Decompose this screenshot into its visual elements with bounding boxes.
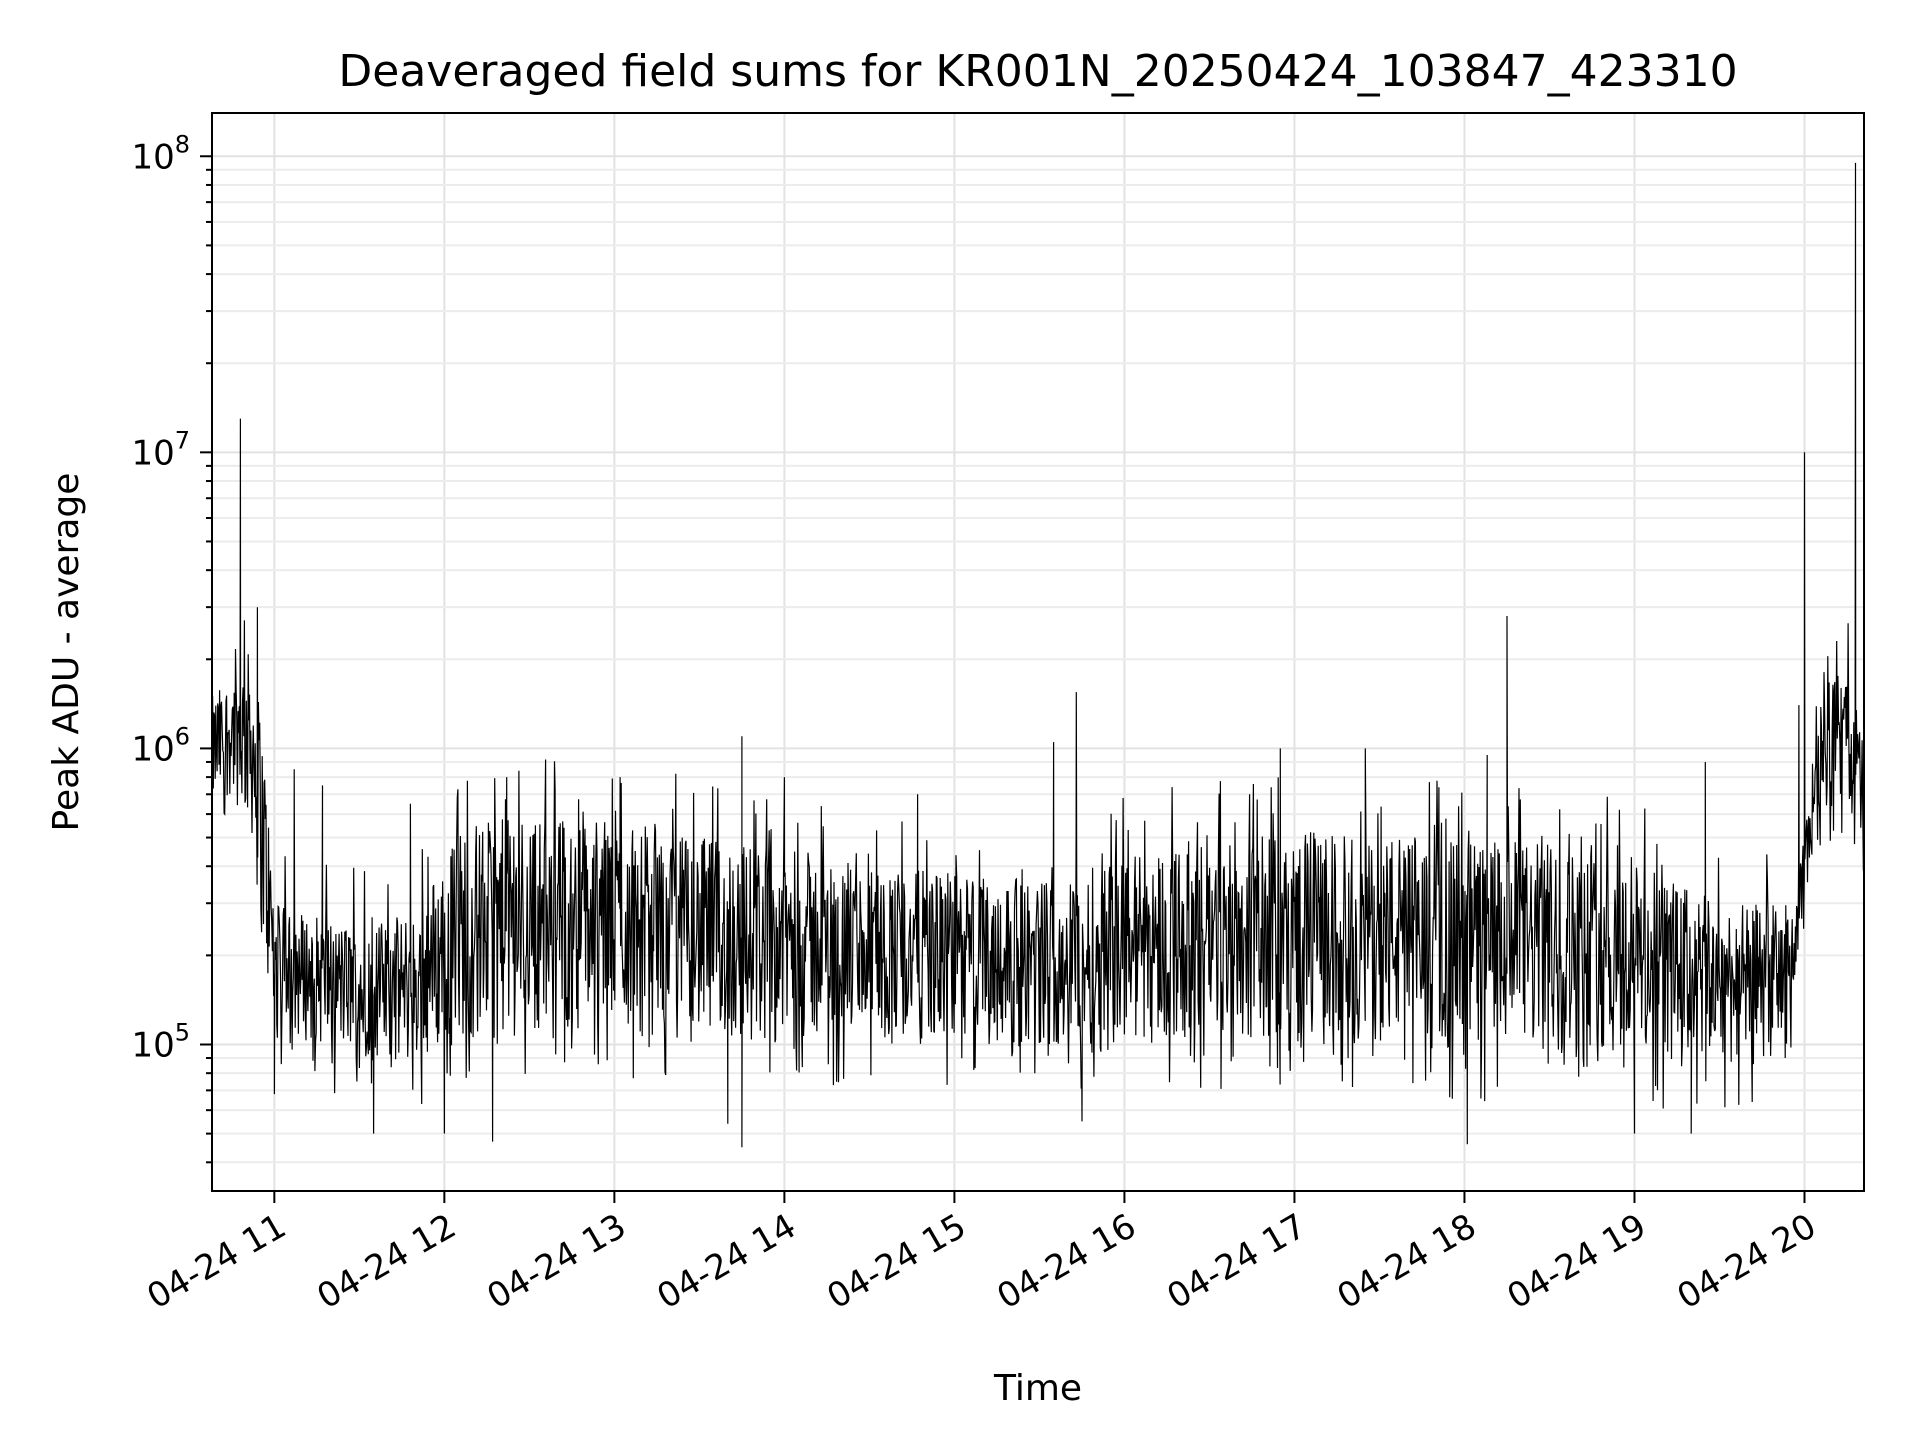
y-tick-label: 108 [131,130,190,177]
axes-frame [211,112,1865,1192]
y-tick-label: 105 [131,1018,190,1065]
chart-title: Deaveraged field sums for KR001N_2025042… [338,46,1737,97]
y-axis: 105 107 106 108 [131,130,212,1164]
plot-area [211,162,1865,1148]
y-tick-label: 107 [131,426,190,473]
series-line [211,162,1865,1148]
y-axis-label: Peak ADU - average [46,473,87,832]
x-axis-label: Time [993,1368,1082,1409]
y-tick-label: 106 [131,722,190,769]
